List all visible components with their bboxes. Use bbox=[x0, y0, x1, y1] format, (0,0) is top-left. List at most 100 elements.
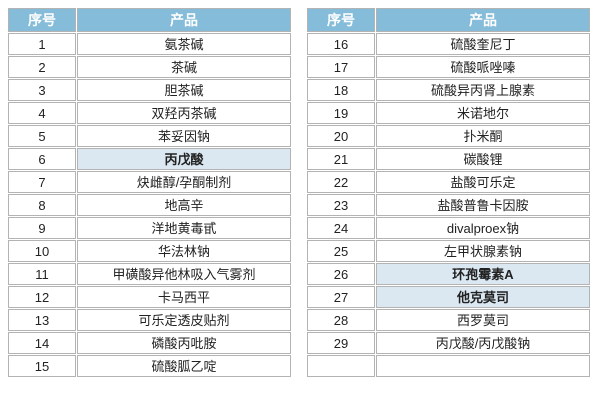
serial-number-cell: 5 bbox=[8, 125, 76, 147]
product-name-cell: 左甲状腺素钠 bbox=[376, 240, 590, 262]
product-name-cell: 卡马西平 bbox=[77, 286, 291, 308]
product-name-cell: 硫酸异丙肾上腺素 bbox=[376, 79, 590, 101]
product-name-cell: 胆茶碱 bbox=[77, 79, 291, 101]
product-name-cell: 盐酸可乐定 bbox=[376, 171, 590, 193]
serial-number-cell: 10 bbox=[8, 240, 76, 262]
product-tables-container: 序号 产品 1 氨茶碱 2 茶碱 3 胆茶碱 4 双羟丙茶碱 5 苯妥因钠 6 丙戊酸 7 炔雌醇/孕酮制… bbox=[7, 7, 591, 378]
table-row: 9 洋地黄毒甙 bbox=[8, 217, 291, 239]
table-row: 12 卡马西平 bbox=[8, 286, 291, 308]
serial-number-cell: 18 bbox=[307, 79, 375, 101]
serial-number-cell: 24 bbox=[307, 217, 375, 239]
header-row: 序号 产品 bbox=[307, 8, 590, 32]
table-row: 23 盐酸普鲁卡因胺 bbox=[307, 194, 590, 216]
header-row: 序号 产品 bbox=[8, 8, 291, 32]
product-name-cell: 米诺地尔 bbox=[376, 102, 590, 124]
product-name-cell: 环孢霉素A bbox=[376, 263, 590, 285]
serial-number-cell: 4 bbox=[8, 102, 76, 124]
serial-number-cell: 20 bbox=[307, 125, 375, 147]
product-name-cell bbox=[376, 355, 590, 377]
product-name-cell: 硫酸胍乙啶 bbox=[77, 355, 291, 377]
serial-number-cell: 16 bbox=[307, 33, 375, 55]
table-row: 4 双羟丙茶碱 bbox=[8, 102, 291, 124]
table-row: 21 碳酸锂 bbox=[307, 148, 590, 170]
product-name-cell: 丙戊酸/丙戊酸钠 bbox=[376, 332, 590, 354]
serial-number-cell: 11 bbox=[8, 263, 76, 285]
table-body-right: 16 硫酸奎尼丁 17 硫酸哌唑嗪 18 硫酸异丙肾上腺素 19 米诺地尔 20 扑米酮 21 碳酸锂… bbox=[307, 33, 590, 377]
product-name-cell: 茶碱 bbox=[77, 56, 291, 78]
column-header-product: 产品 bbox=[77, 8, 291, 32]
product-name-cell: 磷酸丙吡胺 bbox=[77, 332, 291, 354]
table-row: 26 环孢霉素A bbox=[307, 263, 590, 285]
product-name-cell: 华法林钠 bbox=[77, 240, 291, 262]
table-row: 8 地高辛 bbox=[8, 194, 291, 216]
product-name-cell: 地高辛 bbox=[77, 194, 291, 216]
serial-number-cell: 19 bbox=[307, 102, 375, 124]
serial-number-cell: 3 bbox=[8, 79, 76, 101]
product-table-left: 序号 产品 1 氨茶碱 2 茶碱 3 胆茶碱 4 双羟丙茶碱 5 苯妥因钠 6 丙戊酸 7 炔雌醇/孕酮制… bbox=[7, 7, 292, 378]
product-name-cell: 硫酸哌唑嗪 bbox=[376, 56, 590, 78]
column-header-serial: 序号 bbox=[307, 8, 375, 32]
product-name-cell: 苯妥因钠 bbox=[77, 125, 291, 147]
product-name-cell: 硫酸奎尼丁 bbox=[376, 33, 590, 55]
table-row: 10 华法林钠 bbox=[8, 240, 291, 262]
product-name-cell: divalproex钠 bbox=[376, 217, 590, 239]
table-row: 13 可乐定透皮贴剂 bbox=[8, 309, 291, 331]
table-row: 29 丙戊酸/丙戊酸钠 bbox=[307, 332, 590, 354]
product-name-cell: 甲磺酸异他林吸入气雾剂 bbox=[77, 263, 291, 285]
serial-number-cell: 14 bbox=[8, 332, 76, 354]
table-row: 27 他克莫司 bbox=[307, 286, 590, 308]
serial-number-cell: 12 bbox=[8, 286, 76, 308]
table-row: 5 苯妥因钠 bbox=[8, 125, 291, 147]
table-row: 20 扑米酮 bbox=[307, 125, 590, 147]
product-name-cell: 西罗莫司 bbox=[376, 309, 590, 331]
product-name-cell: 扑米酮 bbox=[376, 125, 590, 147]
serial-number-cell: 28 bbox=[307, 309, 375, 331]
table-row: 3 胆茶碱 bbox=[8, 79, 291, 101]
serial-number-cell: 17 bbox=[307, 56, 375, 78]
serial-number-cell: 26 bbox=[307, 263, 375, 285]
serial-number-cell: 2 bbox=[8, 56, 76, 78]
serial-number-cell: 22 bbox=[307, 171, 375, 193]
serial-number-cell: 15 bbox=[8, 355, 76, 377]
table-row bbox=[307, 355, 590, 377]
product-name-cell: 氨茶碱 bbox=[77, 33, 291, 55]
serial-number-cell: 25 bbox=[307, 240, 375, 262]
serial-number-cell: 27 bbox=[307, 286, 375, 308]
serial-number-cell bbox=[307, 355, 375, 377]
serial-number-cell: 8 bbox=[8, 194, 76, 216]
table-row: 22 盐酸可乐定 bbox=[307, 171, 590, 193]
table-row: 1 氨茶碱 bbox=[8, 33, 291, 55]
product-name-cell: 双羟丙茶碱 bbox=[77, 102, 291, 124]
serial-number-cell: 13 bbox=[8, 309, 76, 331]
product-name-cell: 炔雌醇/孕酮制剂 bbox=[77, 171, 291, 193]
table-row: 15 硫酸胍乙啶 bbox=[8, 355, 291, 377]
product-name-cell: 丙戊酸 bbox=[77, 148, 291, 170]
serial-number-cell: 7 bbox=[8, 171, 76, 193]
table-row: 18 硫酸异丙肾上腺素 bbox=[307, 79, 590, 101]
serial-number-cell: 29 bbox=[307, 332, 375, 354]
table-row: 16 硫酸奎尼丁 bbox=[307, 33, 590, 55]
table-row: 7 炔雌醇/孕酮制剂 bbox=[8, 171, 291, 193]
product-table-right: 序号 产品 16 硫酸奎尼丁 17 硫酸哌唑嗪 18 硫酸异丙肾上腺素 19 米诺地尔 20 扑米… bbox=[306, 7, 591, 378]
table-row: 25 左甲状腺素钠 bbox=[307, 240, 590, 262]
table-row: 14 磷酸丙吡胺 bbox=[8, 332, 291, 354]
table-body-left: 1 氨茶碱 2 茶碱 3 胆茶碱 4 双羟丙茶碱 5 苯妥因钠 6 丙戊酸 7 炔雌醇/孕酮制剂 8 地高辛 9… bbox=[8, 33, 291, 377]
serial-number-cell: 23 bbox=[307, 194, 375, 216]
serial-number-cell: 9 bbox=[8, 217, 76, 239]
serial-number-cell: 6 bbox=[8, 148, 76, 170]
table-row: 19 米诺地尔 bbox=[307, 102, 590, 124]
product-name-cell: 洋地黄毒甙 bbox=[77, 217, 291, 239]
column-header-product: 产品 bbox=[376, 8, 590, 32]
table-row: 2 茶碱 bbox=[8, 56, 291, 78]
product-name-cell: 碳酸锂 bbox=[376, 148, 590, 170]
table-row: 24 divalproex钠 bbox=[307, 217, 590, 239]
table-row: 17 硫酸哌唑嗪 bbox=[307, 56, 590, 78]
serial-number-cell: 21 bbox=[307, 148, 375, 170]
serial-number-cell: 1 bbox=[8, 33, 76, 55]
product-name-cell: 盐酸普鲁卡因胺 bbox=[376, 194, 590, 216]
table-row: 28 西罗莫司 bbox=[307, 309, 590, 331]
product-name-cell: 可乐定透皮贴剂 bbox=[77, 309, 291, 331]
column-header-serial: 序号 bbox=[8, 8, 76, 32]
table-row: 11 甲磺酸异他林吸入气雾剂 bbox=[8, 263, 291, 285]
product-name-cell: 他克莫司 bbox=[376, 286, 590, 308]
